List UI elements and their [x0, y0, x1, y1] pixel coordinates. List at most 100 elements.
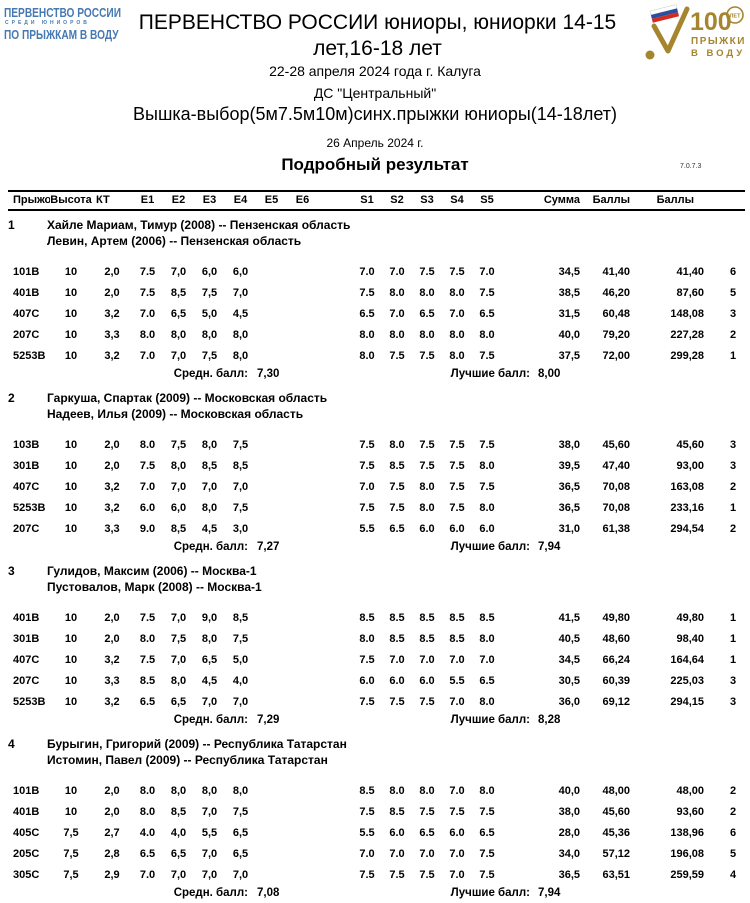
spacer-cell: [502, 691, 530, 712]
dive-height: 10: [64, 805, 78, 818]
dive-row: 407C 10 3,2 7.5 7,0 6,5 5,0 7.5 7.0 7.0 …: [0, 649, 750, 670]
judge-e: 8,5: [201, 459, 218, 472]
judge-s: 7.5: [389, 695, 405, 708]
block-summary: Средн. балл: 7,08 Лучшие балл: 7,94: [0, 887, 750, 903]
dive-row: 401B 10 2,0 8.0 8,5 7,0 7,5 7.5 8.5 7.5 …: [0, 801, 750, 822]
judge-s: 7.5: [359, 459, 375, 472]
judge-e: 7,0: [201, 805, 218, 818]
judge-s: 7.5: [359, 438, 375, 451]
judge-s: 8.0: [479, 632, 495, 645]
running-total: 227,28: [670, 328, 704, 341]
judge-e: 8,0: [201, 501, 218, 514]
col-header-e1: Е1: [140, 194, 155, 206]
event-name: Вышка-выбор(5м7.5м10м)синх.прыжки юниоры…: [133, 104, 617, 124]
judge-s: 8.0: [479, 784, 495, 797]
judge-s: 7.5: [389, 501, 405, 514]
judge-s: 7.5: [479, 847, 495, 860]
judge-e: 6.5: [139, 695, 156, 708]
judge-s: 7.5: [449, 459, 465, 472]
spacer-cell: [318, 607, 352, 628]
dive-place: 6: [729, 826, 737, 839]
judge-s: 7.5: [359, 286, 375, 299]
judge-e: 7.0: [139, 480, 156, 493]
judge-e: 7.5: [139, 286, 156, 299]
spacer-cell: [318, 801, 352, 822]
judge-s: 5.5: [449, 674, 465, 687]
judge-e: 5,5: [201, 826, 218, 839]
dive-height: 7,5: [63, 868, 79, 881]
judge-s: 8.0: [419, 784, 435, 797]
dive-points: 72,00: [602, 349, 630, 362]
judge-e: 6.0: [139, 501, 156, 514]
spacer-cell: [502, 518, 530, 539]
dive-code: 305C: [13, 868, 40, 881]
date-location: 22-28 апреля 2024 года г. Калуга: [269, 63, 481, 79]
best-score-value: 7,94: [538, 887, 561, 899]
judge-e: [287, 864, 318, 885]
dive-code: 101B: [13, 265, 40, 278]
dive-dd: 3,2: [104, 695, 120, 708]
judge-s: 7.0: [449, 868, 465, 881]
avg-score-label: Средн. балл:: [173, 368, 248, 380]
dive-height: 10: [64, 653, 78, 666]
dive-height: 10: [64, 522, 78, 535]
dive-points: 63,51: [602, 868, 630, 881]
dive-place: 2: [729, 328, 737, 341]
spacer-cell: [502, 670, 530, 691]
judge-s: 8.0: [359, 632, 375, 645]
dive-dd: 2,8: [104, 847, 120, 860]
spacer-cell: [502, 864, 530, 885]
col-header-s3: S3: [420, 194, 434, 206]
judge-s: 7.5: [449, 805, 465, 818]
dive-points: 45,60: [602, 805, 630, 818]
judge-e: 8.5: [139, 674, 156, 687]
judge-e: 6,0: [170, 501, 187, 514]
spacer-cell: [318, 691, 352, 712]
spacer-cell: [318, 864, 352, 885]
judge-e: [287, 434, 318, 455]
athlete-name: Гулидов, Максим (2006) -- Москва-1: [47, 564, 257, 578]
dive-place: 1: [729, 501, 737, 514]
judge-s: 8.0: [419, 286, 435, 299]
dive-sum: 34,5: [558, 653, 580, 666]
judge-e: 7.0: [139, 307, 156, 320]
spacer-cell: [502, 324, 530, 345]
dive-sum: 30,5: [558, 674, 580, 687]
table-header-row: Прыжок Высота КТ Е1 Е2 Е3 Е4 Е5 Е6 S1 S2…: [0, 192, 750, 208]
logo-left-line1: ПЕРВЕНСТВО РОССИИ: [4, 5, 122, 20]
judge-s: 7.5: [389, 868, 405, 881]
dive-sum: 36,5: [558, 480, 580, 493]
judge-s: 6.5: [479, 307, 495, 320]
judge-e: 7,0: [232, 286, 249, 299]
dive-dd: 2,0: [104, 459, 120, 472]
dive-sum: 36,5: [558, 868, 580, 881]
judge-s: 7.0: [419, 847, 435, 860]
judge-e: 4,5: [201, 674, 218, 687]
judge-e: 8,0: [232, 328, 249, 341]
judge-s: 6.0: [389, 674, 405, 687]
dive-sum: 40,5: [558, 632, 580, 645]
judge-e: 6,5: [170, 695, 187, 708]
dive-code: 401B: [13, 611, 40, 624]
dive-code: 401B: [13, 286, 40, 299]
checkmark-icon: [651, 6, 690, 54]
spacer-cell: [502, 628, 530, 649]
judge-s: 5.5: [359, 522, 375, 535]
judge-s: 7.5: [359, 695, 375, 708]
judge-s: 7.5: [479, 349, 495, 362]
judge-e: [287, 670, 318, 691]
judge-e: [256, 822, 287, 843]
judge-s: 7.0: [449, 784, 465, 797]
dive-row: 401B 10 2,0 7.5 8,5 7,5 7,0 7.5 8.0 8.0 …: [0, 282, 750, 303]
spacer-cell: [502, 282, 530, 303]
dive-place: 2: [729, 480, 737, 493]
judge-e: [256, 670, 287, 691]
judge-s: 7.5: [359, 501, 375, 514]
dive-height: 10: [64, 265, 78, 278]
best-score-label: Лучшие балл:: [450, 541, 530, 553]
dot-icon: [645, 50, 655, 60]
judge-s: 7.0: [419, 653, 435, 666]
dive-points: 41,40: [602, 265, 630, 278]
dive-sum: 39,5: [558, 459, 580, 472]
judge-e: 7,0: [201, 868, 218, 881]
